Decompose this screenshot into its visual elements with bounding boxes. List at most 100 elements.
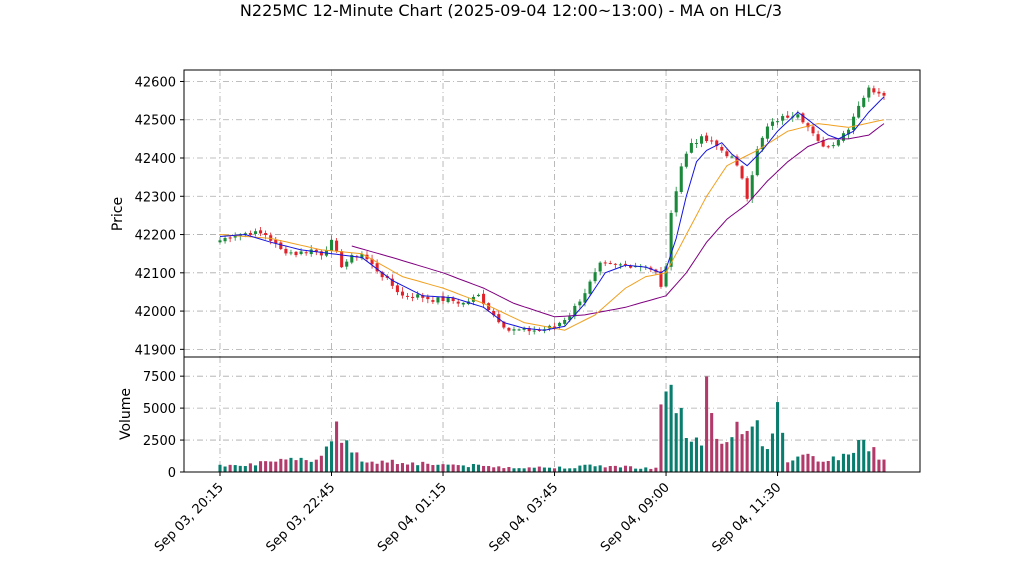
volume-bar (872, 447, 876, 472)
volume-bar (639, 468, 643, 472)
candle-body (608, 262, 612, 264)
volume-bar (400, 463, 405, 472)
candle-body (705, 135, 709, 142)
candle-body (699, 136, 704, 144)
candle-body (776, 121, 780, 123)
ma-slow-line (351, 123, 885, 318)
volume-bar (776, 402, 780, 472)
volume-bar (689, 441, 693, 472)
price-tick-label: 42200 (135, 229, 176, 244)
candle-body (274, 239, 278, 244)
candle-body (223, 238, 227, 242)
candle-body (416, 294, 420, 298)
volume-bar (218, 464, 222, 472)
volume-tick-label: 0 (168, 466, 176, 481)
volume-bar (527, 467, 531, 472)
volume-bar (553, 468, 557, 472)
volume-bar (745, 430, 749, 472)
volume-bar (466, 467, 470, 472)
volume-bar (537, 466, 541, 472)
candle-body (801, 113, 805, 123)
volume-bar (284, 459, 288, 472)
candle-body (537, 329, 541, 331)
candle-body (745, 178, 749, 199)
volume-tick-label: 5000 (143, 402, 176, 417)
volume-bar (573, 468, 577, 472)
volume-bar (309, 461, 313, 472)
candle-body (877, 91, 881, 94)
volume-bar (264, 461, 268, 472)
candle-body (857, 105, 861, 118)
candle-body (406, 295, 410, 297)
price-panel: 41900 42000 42100 42200 42300 42400 42500 42600… (110, 69, 921, 358)
volume-bar (517, 468, 521, 472)
candle-body (553, 326, 557, 328)
candle-body (517, 329, 521, 331)
candle-body (502, 321, 506, 328)
candle-body (826, 146, 830, 148)
candle-body (781, 116, 785, 121)
candle-body (248, 233, 252, 235)
candle-body (421, 295, 425, 298)
volume-bar (593, 466, 597, 472)
volume-bar (365, 462, 369, 472)
candle-body (507, 327, 511, 331)
volume-bar (725, 442, 729, 472)
volume-bar (730, 437, 734, 472)
candle-body (329, 239, 334, 251)
volume-tick-label: 2500 (143, 434, 176, 449)
candle-body (476, 294, 481, 297)
volume-bar (461, 465, 465, 472)
volume-bar (867, 451, 871, 472)
volume-bar (380, 460, 384, 472)
volume-bar (446, 464, 450, 472)
volume-bar (791, 460, 795, 472)
candle-body (487, 303, 491, 311)
candle-body (456, 301, 460, 304)
volume-bar (253, 465, 258, 472)
candle-body (568, 316, 572, 321)
candle-body (852, 116, 856, 130)
candle-body (836, 140, 840, 146)
volume-bar (563, 468, 567, 472)
price-tick-label: 42400 (135, 152, 176, 167)
candle-body (375, 263, 379, 272)
candle-body (684, 153, 688, 167)
volume-bar (705, 376, 709, 472)
volume-bar (421, 461, 425, 472)
volume-bar (355, 452, 359, 472)
price-tick-label: 41900 (135, 343, 176, 358)
volume-bar (395, 464, 399, 472)
volume-bar (603, 467, 607, 472)
volume-bar (522, 468, 526, 472)
volume-bar (502, 468, 506, 472)
volume-bar (598, 465, 602, 472)
volume-bar (877, 459, 881, 472)
price-tick-label: 42300 (135, 190, 176, 205)
volume-bar (846, 454, 851, 472)
candle-body (395, 285, 399, 293)
candle-body (233, 235, 237, 238)
candle-body (527, 327, 531, 332)
candle-body (259, 230, 263, 234)
volume-bar (360, 461, 364, 472)
candle-body (765, 126, 769, 139)
candle-body (629, 265, 633, 268)
volume-bar (852, 452, 856, 472)
volume-bar (228, 464, 232, 472)
volume-bar (755, 420, 759, 472)
candle-body (380, 272, 384, 278)
volume-bar (740, 434, 744, 472)
volume-bar (558, 466, 562, 472)
volume-bar (223, 466, 227, 472)
candle-body (846, 129, 851, 135)
price-tick-label: 42100 (135, 267, 176, 282)
volume-bar (765, 449, 769, 472)
volume-bar (882, 459, 886, 472)
volume-bar (507, 467, 511, 472)
candle-body (461, 302, 465, 305)
volume-bar (699, 445, 704, 472)
volume-bar (664, 391, 668, 472)
volume-bar (497, 466, 501, 472)
